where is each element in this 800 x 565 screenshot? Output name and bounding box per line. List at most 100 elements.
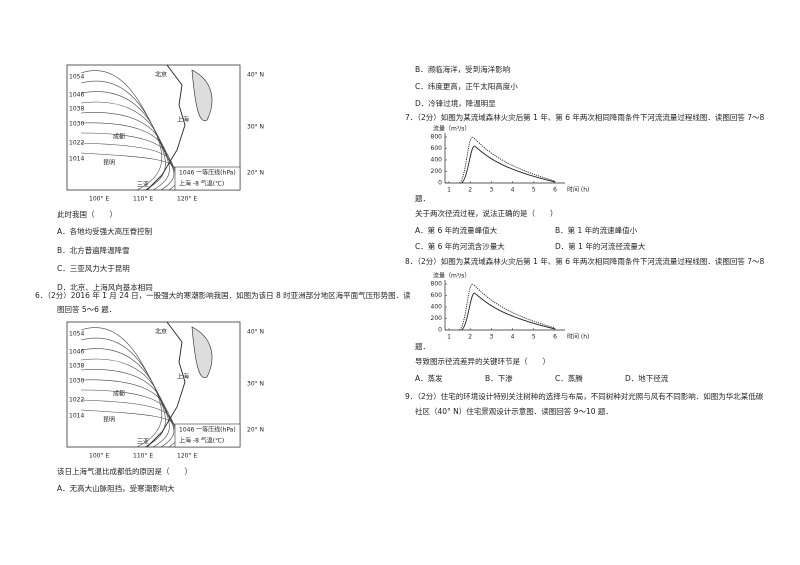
map-label: 1038 bbox=[69, 106, 84, 113]
coastline bbox=[146, 64, 186, 191]
x-tick-label: 4 bbox=[511, 334, 515, 341]
option: B．第 1 年的流速峰值小 bbox=[555, 226, 638, 235]
map-label: 北京 bbox=[155, 328, 167, 336]
y-tick-label: 200 bbox=[431, 315, 443, 322]
map-label: 成都 bbox=[113, 390, 125, 398]
option: C．纬度更高，正午太阳高度小 bbox=[415, 82, 518, 91]
axis-label: 时间 (h) bbox=[567, 186, 589, 194]
y-tick-label: 0 bbox=[438, 327, 442, 334]
map-label: 120° E bbox=[177, 196, 197, 203]
map-label: 100° E bbox=[89, 453, 109, 460]
map-label: 40° N bbox=[247, 72, 264, 79]
option: D．冷锋过境，降温明显 bbox=[415, 99, 496, 108]
legend-box bbox=[174, 166, 241, 191]
map-label: 昆明 bbox=[103, 417, 115, 424]
y-tick-label: 800 bbox=[431, 134, 443, 141]
map-label: 20° N bbox=[247, 427, 264, 434]
option: C．第 6 年的河流含沙量大 bbox=[415, 242, 505, 251]
map-label: 1014 bbox=[69, 156, 84, 163]
x-tick-label: 5 bbox=[532, 187, 536, 194]
isobar bbox=[80, 132, 192, 191]
island bbox=[191, 69, 213, 122]
option: D．第 1 年的河流径流量大 bbox=[555, 242, 646, 251]
x-tick-label: 6 bbox=[553, 187, 557, 194]
option: D．地下径流 bbox=[625, 374, 669, 383]
curve bbox=[461, 292, 556, 331]
y-tick-label: 600 bbox=[431, 145, 443, 152]
map-label: 上海 bbox=[177, 116, 189, 124]
axis-label: 流量（m³/s） bbox=[433, 125, 470, 133]
island bbox=[191, 326, 213, 379]
q8-intro: 题． bbox=[415, 342, 430, 351]
map-label: 成都 bbox=[113, 133, 125, 141]
q7-stem: 关于两次径流过程，说法正确的是（ ） bbox=[415, 209, 558, 218]
map-label: 1022 bbox=[69, 397, 84, 404]
map-label: 30° N bbox=[247, 124, 264, 131]
map-label: 40° N bbox=[247, 329, 264, 336]
axis-label: 时间 (h) bbox=[567, 333, 589, 341]
y-tick-label: 0 bbox=[438, 180, 442, 187]
option: A．第 6 年的流量峰值大 bbox=[415, 226, 498, 235]
option: C．蒸腾 bbox=[555, 374, 583, 383]
x-tick-label: 5 bbox=[532, 334, 536, 341]
x-tick-label: 3 bbox=[489, 187, 493, 194]
x-tick-label: 2 bbox=[468, 334, 472, 341]
map-label: 1054 bbox=[69, 74, 84, 81]
y-tick-label: 200 bbox=[431, 168, 443, 175]
coastline bbox=[146, 321, 186, 448]
x-tick-label: 6 bbox=[553, 334, 557, 341]
q8-stem: 导致图示径流差异的关键环节是（ ） bbox=[415, 357, 550, 366]
map-label: 1022 bbox=[69, 140, 84, 147]
map-label: 1046 一等压线(hPa) bbox=[179, 426, 236, 434]
x-tick-label: 4 bbox=[511, 187, 515, 194]
q7-intro: 题． bbox=[415, 194, 430, 203]
map-label: 30° N bbox=[247, 381, 264, 388]
map-label: 1046 bbox=[69, 349, 84, 356]
x-tick-label: 1 bbox=[447, 334, 451, 341]
q7-intro: 7．（2分）如图为某流域森林火灾后第 1 年、第 6 年两次相同降雨条件下河流流… bbox=[405, 113, 765, 122]
curve bbox=[461, 145, 556, 184]
map-label: 120° E bbox=[177, 453, 197, 460]
map-label: 110° E bbox=[133, 196, 153, 203]
map-label: 上海 -8 气温(℃) bbox=[179, 437, 224, 445]
map-label: 三亚 bbox=[137, 439, 149, 446]
option: D．北京、上海风向基本相同 bbox=[57, 283, 153, 292]
map-label: 20° N bbox=[247, 170, 264, 177]
y-tick-label: 800 bbox=[431, 281, 443, 288]
q6-intro: 图回答 5～6 题． bbox=[57, 305, 117, 314]
map-label: 昆明 bbox=[103, 160, 115, 167]
q9-intro: 社区（40° N）住宅景观设计示意图．读图回答 9～10 题． bbox=[415, 407, 613, 416]
x-tick-label: 1 bbox=[447, 187, 451, 194]
option: A．无高大山脉阻挡，受寒潮影响大 bbox=[57, 484, 175, 493]
isobar bbox=[80, 70, 163, 191]
map-label: 上海 bbox=[177, 373, 189, 381]
isobar bbox=[80, 327, 163, 448]
option: A．蒸发 bbox=[415, 374, 443, 383]
map-label: 1030 bbox=[69, 121, 84, 128]
legend-box bbox=[174, 423, 241, 448]
q5-stem: 此时我国（ ） bbox=[57, 210, 117, 219]
option: C．三亚风力大于昆明 bbox=[57, 264, 130, 273]
map-label: 1014 bbox=[69, 413, 84, 420]
q6-stem: 该日上海气温比成都低的原因是（ ） bbox=[57, 467, 192, 476]
y-tick-label: 400 bbox=[431, 157, 443, 164]
curve bbox=[459, 283, 556, 331]
option: B．濒临海洋，受到海洋影响 bbox=[415, 65, 511, 74]
option: A．各地均受强大高压脊控制 bbox=[57, 227, 153, 236]
q9-intro: 9．（2分）住宅的环境设计特别关注树种的选择与布局，不同树种对光照与风有不同影响… bbox=[405, 392, 764, 401]
map-label: 1046 一等压线(hPa) bbox=[179, 169, 236, 177]
q6-intro: 6．（2分）2016 年 1 月 24 日，一股强大的寒潮影响我国．如图为该日 … bbox=[35, 291, 411, 300]
map-label: 北京 bbox=[155, 71, 167, 79]
map-label: 1030 bbox=[69, 378, 84, 385]
map-label: 1046 bbox=[69, 92, 84, 99]
map-label: 1038 bbox=[69, 363, 84, 370]
x-tick-label: 3 bbox=[489, 334, 493, 341]
x-tick-label: 2 bbox=[468, 187, 472, 194]
option: B．下渗 bbox=[485, 374, 513, 383]
y-tick-label: 600 bbox=[431, 292, 443, 299]
map-label: 上海 -8 气温(℃) bbox=[179, 180, 224, 188]
q8-intro: 8．（2分）如图为某流域森林火灾后第 1 年、第 6 年两次相同降雨条件下河流流… bbox=[405, 257, 765, 266]
axis-label: 流量（m³/s） bbox=[433, 272, 470, 280]
